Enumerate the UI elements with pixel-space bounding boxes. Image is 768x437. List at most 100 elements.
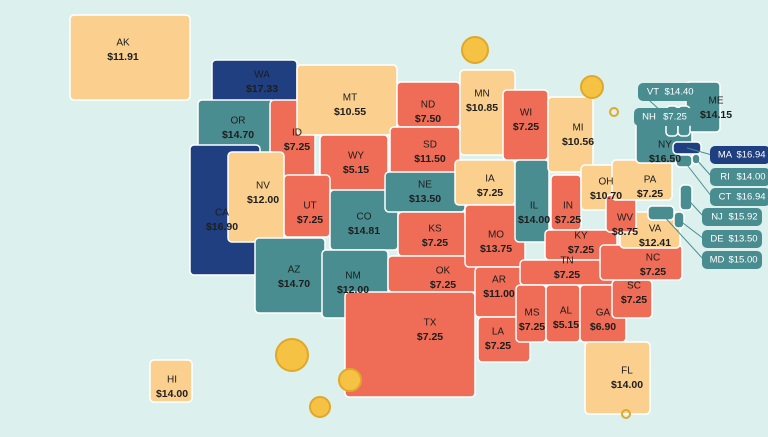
state-abbr: UT bbox=[303, 201, 316, 212]
state-wage: $7.25 bbox=[477, 187, 503, 199]
state-abbr: MD bbox=[710, 255, 725, 266]
state-abbr: NC bbox=[646, 253, 660, 264]
state-wage: $11.00 bbox=[483, 288, 515, 300]
state-region bbox=[149, 359, 193, 403]
state-abbr: AZ bbox=[288, 265, 301, 276]
state-wage: $12.00 bbox=[337, 284, 369, 296]
state-abbr: MN bbox=[474, 89, 490, 100]
state-wage: $5.15 bbox=[343, 164, 369, 176]
ring bbox=[609, 107, 619, 117]
state-region bbox=[514, 159, 550, 243]
state-wage: $8.75 bbox=[612, 226, 638, 238]
state-wage: $7.25 bbox=[485, 340, 511, 352]
state-abbr: WI bbox=[520, 108, 532, 119]
state-wage: $13.50 bbox=[409, 193, 441, 205]
coin bbox=[461, 36, 489, 64]
state-abbr: ND bbox=[421, 100, 435, 111]
state-abbr: NJ bbox=[711, 212, 723, 223]
state-abbr: OK bbox=[436, 266, 451, 277]
state-abbr: OH bbox=[599, 177, 614, 188]
state-wage: $7.25 bbox=[568, 244, 594, 256]
state-abbr: VT bbox=[647, 87, 659, 98]
state-wage: $7.25 bbox=[519, 321, 545, 333]
state-abbr: MO bbox=[488, 230, 504, 241]
state-wage: $7.25 bbox=[513, 121, 539, 133]
state-abbr: WV bbox=[617, 213, 633, 224]
coin bbox=[580, 75, 604, 99]
state-abbr: MA bbox=[718, 150, 733, 161]
state-abbr: MT bbox=[343, 93, 357, 104]
state-wage: $7.25 bbox=[621, 294, 647, 306]
state-abbr: FL bbox=[621, 366, 633, 377]
state-abbr: ME bbox=[709, 96, 724, 107]
state-abbr: CT bbox=[719, 192, 732, 203]
state-wage: $14.00 bbox=[611, 379, 643, 391]
callout-line bbox=[695, 158, 713, 178]
state-abbr: WY bbox=[348, 151, 364, 162]
state-abbr: SD bbox=[423, 140, 437, 151]
state-abbr: CA bbox=[215, 208, 229, 219]
state-abbr: NY bbox=[658, 140, 672, 151]
state-abbr: NE bbox=[418, 180, 432, 191]
callout-pill bbox=[710, 146, 768, 164]
state-abbr: NH bbox=[642, 112, 656, 123]
state-abbr: KY bbox=[574, 231, 588, 242]
state-abbr: SC bbox=[627, 281, 641, 292]
callout-pill bbox=[710, 168, 768, 186]
state-abbr: MS bbox=[525, 308, 540, 319]
state-region bbox=[547, 96, 594, 173]
state-wage: $16.94 bbox=[736, 150, 765, 161]
state-abbr: DE bbox=[710, 234, 723, 245]
callout-line bbox=[683, 160, 713, 198]
callout-pill bbox=[638, 83, 698, 101]
callout-pill bbox=[634, 108, 694, 126]
state-abbr: GA bbox=[596, 308, 611, 319]
state-abbr: TN bbox=[560, 256, 573, 267]
regions bbox=[69, 14, 721, 415]
state-region bbox=[344, 291, 476, 398]
state-wage: $14.00 bbox=[518, 214, 550, 226]
callout-line bbox=[685, 197, 705, 218]
coin bbox=[275, 338, 309, 372]
state-wage: $7.25 bbox=[297, 214, 323, 226]
state-abbr: AR bbox=[492, 275, 506, 286]
state-wage: $14.70 bbox=[222, 129, 254, 141]
state-wage: $7.25 bbox=[663, 112, 687, 123]
state-abbr: PA bbox=[644, 175, 657, 186]
callout-pill bbox=[702, 251, 762, 269]
state-abbr: AK bbox=[116, 38, 130, 49]
labels: AK $11.91 WA $17.33 OR $14.70 CA $16.90 ID $7.25 M… bbox=[107, 38, 768, 400]
state-wage: $16.50 bbox=[649, 153, 681, 165]
state-abbr: OR bbox=[231, 116, 246, 127]
state-wage: $15.92 bbox=[728, 212, 757, 223]
state-abbr: IA bbox=[485, 174, 495, 185]
state-wage: $16.90 bbox=[206, 221, 238, 233]
state-wage: $7.25 bbox=[430, 279, 456, 291]
state-abbr: IN bbox=[563, 201, 573, 212]
state-wage: $6.90 bbox=[590, 321, 616, 333]
state-wage: $10.85 bbox=[466, 102, 498, 114]
state-wage: $14.00 bbox=[156, 388, 188, 400]
state-wage: $15.00 bbox=[728, 255, 757, 266]
callout-line bbox=[660, 212, 705, 261]
state-region bbox=[584, 341, 651, 415]
state-wage: $7.25 bbox=[637, 188, 663, 200]
state-abbr: MI bbox=[572, 123, 583, 134]
state-wage: $7.50 bbox=[415, 113, 441, 125]
state-wage: $7.25 bbox=[284, 141, 310, 153]
state-abbr: NM bbox=[345, 271, 361, 282]
state-abbr: NV bbox=[256, 181, 270, 192]
state-wage: $7.25 bbox=[555, 214, 581, 226]
state-abbr: LA bbox=[492, 327, 505, 338]
state-wage: $17.33 bbox=[246, 83, 278, 95]
state-wage: $11.50 bbox=[414, 153, 446, 165]
state-region bbox=[211, 59, 298, 103]
callout-line bbox=[678, 219, 705, 240]
state-wage: $10.56 bbox=[562, 136, 594, 148]
callout-line bbox=[686, 147, 713, 156]
callout-pill bbox=[702, 230, 762, 248]
state-wage: $14.40 bbox=[664, 87, 693, 98]
state-wage: $10.70 bbox=[590, 190, 622, 202]
state-wage: $7.25 bbox=[554, 269, 580, 281]
